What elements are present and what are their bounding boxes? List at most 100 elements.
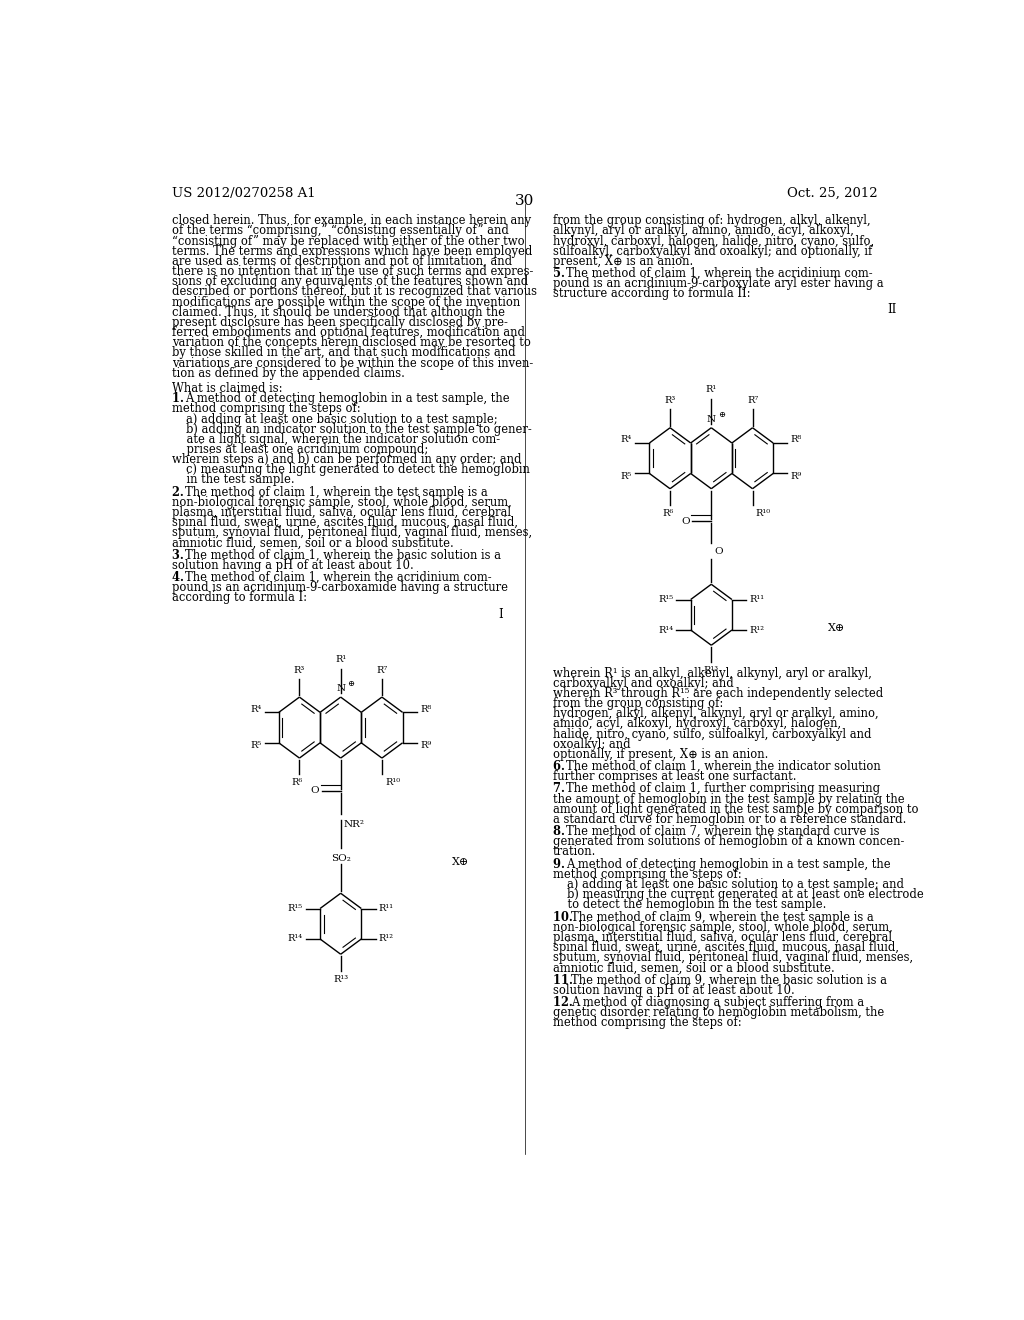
Text: R⁵: R⁵ (250, 742, 261, 750)
Text: described or portions thereof, but it is recognized that various: described or portions thereof, but it is… (172, 285, 537, 298)
Text: non-biological forensic sample, stool, whole blood, serum,: non-biological forensic sample, stool, w… (553, 921, 892, 933)
Text: further comprises at least one surfactant.: further comprises at least one surfactan… (553, 771, 796, 783)
Text: R¹³: R¹³ (333, 974, 348, 983)
Text: in the test sample.: in the test sample. (172, 474, 294, 487)
Text: plasma, interstitial fluid, saliva, ocular lens fluid, cerebral: plasma, interstitial fluid, saliva, ocul… (172, 506, 511, 519)
Text: method comprising the steps of:: method comprising the steps of: (553, 867, 741, 880)
Text: the amount of hemoglobin in the test sample by relating the: the amount of hemoglobin in the test sam… (553, 792, 904, 805)
Text: R⁸: R⁸ (420, 705, 431, 714)
Text: R⁷: R⁷ (376, 665, 387, 675)
Text: R³: R³ (665, 396, 676, 405)
Text: a standard curve for hemoglobin or to a reference standard.: a standard curve for hemoglobin or to a … (553, 813, 906, 826)
Text: oxoalkyl; and: oxoalkyl; and (553, 738, 630, 751)
Text: R¹²: R¹² (750, 626, 764, 635)
Text: R¹⁵: R¹⁵ (288, 904, 303, 913)
Text: spinal fluid, sweat, urine, ascites fluid, mucous, nasal fluid,: spinal fluid, sweat, urine, ascites flui… (553, 941, 899, 954)
Text: The method of claim 1, wherein the acridinium com-: The method of claim 1, wherein the acrid… (566, 267, 873, 280)
Text: claimed. Thus, it should be understood that although the: claimed. Thus, it should be understood t… (172, 306, 505, 318)
Text: prises at least one acridinium compound;: prises at least one acridinium compound; (172, 444, 428, 455)
Text: A method of detecting hemoglobin in a test sample, the: A method of detecting hemoglobin in a te… (185, 392, 510, 405)
Text: 6.: 6. (553, 760, 568, 774)
Text: method comprising the steps of:: method comprising the steps of: (553, 1016, 741, 1030)
Text: solution having a pH of at least about 10.: solution having a pH of at least about 1… (553, 983, 795, 997)
Text: X⊕: X⊕ (452, 857, 469, 867)
Text: 8.: 8. (553, 825, 568, 838)
Text: amniotic fluid, semen, soil or a blood substitute.: amniotic fluid, semen, soil or a blood s… (553, 961, 835, 974)
Text: from the group consisting of: hydrogen, alkyl, alkenyl,: from the group consisting of: hydrogen, … (553, 214, 870, 227)
Text: R⁴: R⁴ (621, 436, 632, 445)
Text: sions of excluding any equivalents of the features shown and: sions of excluding any equivalents of th… (172, 276, 528, 288)
Text: variation of the concepts herein disclosed may be resorted to: variation of the concepts herein disclos… (172, 337, 530, 350)
Text: ate a light signal, wherein the indicator solution com-: ate a light signal, wherein the indicato… (172, 433, 500, 446)
Text: amniotic fluid, semen, soil or a blood substitute.: amniotic fluid, semen, soil or a blood s… (172, 536, 454, 549)
Text: optionally, if present, X⊕ is an anion.: optionally, if present, X⊕ is an anion. (553, 748, 768, 760)
Text: “consisting of” may be replaced with either of the other two: “consisting of” may be replaced with eit… (172, 235, 524, 248)
Text: c) measuring the light generated to detect the hemoglobin: c) measuring the light generated to dete… (186, 463, 529, 477)
Text: O: O (681, 516, 690, 525)
Text: present, X⊕ is an anion.: present, X⊕ is an anion. (553, 255, 693, 268)
Text: 11.: 11. (553, 974, 577, 986)
Text: wherein R¹ is an alkyl, alkenyl, alkynyl, aryl or aralkyl,: wherein R¹ is an alkyl, alkenyl, alkynyl… (553, 667, 871, 680)
Text: N: N (707, 414, 716, 424)
Text: plasma, interstitial fluid, saliva, ocular lens fluid, cerebral: plasma, interstitial fluid, saliva, ocul… (553, 931, 892, 944)
Text: spinal fluid, sweat, urine, ascites fluid, mucous, nasal fluid,: spinal fluid, sweat, urine, ascites flui… (172, 516, 518, 529)
Text: generated from solutions of hemoglobin of a known concen-: generated from solutions of hemoglobin o… (553, 836, 904, 849)
Text: according to formula I:: according to formula I: (172, 591, 306, 605)
Text: R⁹: R⁹ (420, 742, 431, 750)
Text: R¹¹: R¹¹ (750, 595, 765, 605)
Text: of the terms “comprising,” “consisting essentially of” and: of the terms “comprising,” “consisting e… (172, 224, 509, 238)
Text: genetic disorder relating to hemoglobin metabolism, the: genetic disorder relating to hemoglobin … (553, 1006, 884, 1019)
Text: I: I (498, 607, 503, 620)
Text: The method of claim 1, wherein the basic solution is a: The method of claim 1, wherein the basic… (185, 549, 502, 562)
Text: US 2012/0270258 A1: US 2012/0270258 A1 (172, 187, 315, 199)
Text: The method of claim 9, wherein the test sample is a: The method of claim 9, wherein the test … (571, 911, 873, 924)
Text: present disclosure has been specifically disclosed by pre-: present disclosure has been specifically… (172, 315, 508, 329)
Text: R¹⁴: R¹⁴ (658, 626, 673, 635)
Text: closed herein. Thus, for example, in each instance herein any: closed herein. Thus, for example, in eac… (172, 214, 530, 227)
Text: by those skilled in the art, and that such modifications and: by those skilled in the art, and that su… (172, 346, 515, 359)
Text: halide, nitro, cyano, sulfo, sulfoalkyl, carboxyalkyl and: halide, nitro, cyano, sulfo, sulfoalkyl,… (553, 727, 871, 741)
Text: The method of claim 1, further comprising measuring: The method of claim 1, further comprisin… (566, 783, 881, 796)
Text: 5.: 5. (553, 267, 568, 280)
Text: pound is an acridinium-9-carboxylate aryl ester having a: pound is an acridinium-9-carboxylate ary… (553, 277, 884, 290)
Text: amount of light generated in the test sample by comparison to: amount of light generated in the test sa… (553, 803, 919, 816)
Text: R¹: R¹ (335, 655, 346, 664)
Text: R⁸: R⁸ (791, 436, 802, 445)
Text: a) adding at least one basic solution to a test sample; and: a) adding at least one basic solution to… (567, 878, 904, 891)
Text: N: N (336, 684, 345, 693)
Text: II: II (887, 302, 896, 315)
Text: O: O (310, 787, 319, 795)
Text: O: O (715, 546, 723, 556)
Text: ⊕: ⊕ (718, 411, 725, 418)
Text: 4.: 4. (172, 572, 187, 583)
Text: R⁹: R⁹ (791, 473, 802, 480)
Text: The method of claim 1, wherein the acridinium com-: The method of claim 1, wherein the acrid… (185, 572, 493, 583)
Text: b) measuring the current generated at at least one electrode: b) measuring the current generated at at… (567, 888, 924, 902)
Text: variations are considered to be within the scope of this inven-: variations are considered to be within t… (172, 356, 532, 370)
Text: 12.: 12. (553, 995, 577, 1008)
Text: are used as terms of description and not of limitation, and: are used as terms of description and not… (172, 255, 512, 268)
Text: ⊕: ⊕ (347, 680, 354, 688)
Text: 10.: 10. (553, 911, 577, 924)
Text: carboxyalkyl and oxoalkyl; and: carboxyalkyl and oxoalkyl; and (553, 677, 733, 690)
Text: SO₂: SO₂ (331, 854, 350, 862)
Text: Oct. 25, 2012: Oct. 25, 2012 (787, 187, 878, 199)
Text: method comprising the steps of:: method comprising the steps of: (172, 403, 360, 416)
Text: R¹⁰: R¹⁰ (756, 510, 771, 517)
Text: The method of claim 1, wherein the indicator solution: The method of claim 1, wherein the indic… (566, 760, 881, 774)
Text: tration.: tration. (553, 846, 596, 858)
Text: R³: R³ (294, 665, 305, 675)
Text: alkynyl, aryl or aralkyl, amino, amido, acyl, alkoxyl,: alkynyl, aryl or aralkyl, amino, amido, … (553, 224, 853, 238)
Text: A method of diagnosing a subject suffering from a: A method of diagnosing a subject sufferi… (571, 995, 864, 1008)
Text: What is claimed is:: What is claimed is: (172, 381, 283, 395)
Text: R⁵: R⁵ (621, 473, 632, 480)
Text: R¹: R¹ (706, 385, 717, 395)
Text: The method of claim 1, wherein the test sample is a: The method of claim 1, wherein the test … (185, 486, 488, 499)
Text: sulfoalkyl, carboxyalkyl and oxoalkyl; and optionally, if: sulfoalkyl, carboxyalkyl and oxoalkyl; a… (553, 244, 871, 257)
Text: The method of claim 9, wherein the basic solution is a: The method of claim 9, wherein the basic… (571, 974, 887, 986)
Text: A method of detecting hemoglobin in a test sample, the: A method of detecting hemoglobin in a te… (566, 858, 891, 871)
Text: modifications are possible within the scope of the invention: modifications are possible within the sc… (172, 296, 520, 309)
Text: solution having a pH of at least about 10.: solution having a pH of at least about 1… (172, 558, 414, 572)
Text: ferred embodiments and optional features, modification and: ferred embodiments and optional features… (172, 326, 524, 339)
Text: there is no intention that in the use of such terms and expres-: there is no intention that in the use of… (172, 265, 534, 279)
